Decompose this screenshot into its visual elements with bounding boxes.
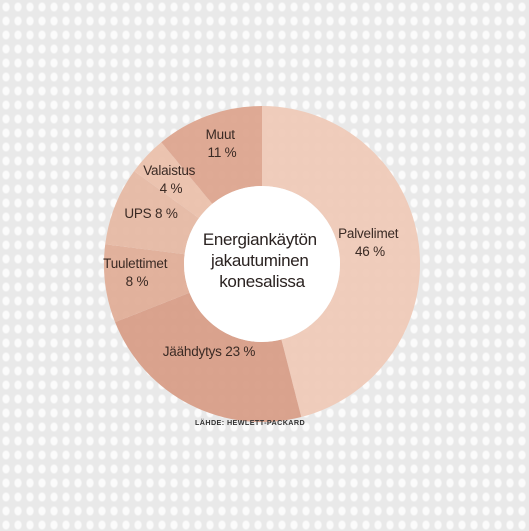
slice-label-jaahdytys-name: Jäähdytys 23 % — [163, 344, 256, 359]
donut-slice-j-hdytys — [115, 292, 302, 422]
donut-hole — [184, 186, 340, 342]
slice-label-palvelimet-name: Palvelimet — [338, 226, 399, 241]
slice-label-valaistus-name: Valaistus — [143, 163, 195, 178]
donut-slice-muut — [161, 106, 262, 204]
slice-label-palvelimet: Palvelimet 46 % — [338, 226, 402, 259]
slice-label-tuulettimet-name: Tuulettimet — [103, 256, 168, 271]
donut-slice-tuulettimet — [104, 244, 190, 323]
slice-label-valaistus: Valaistus 4 % — [143, 163, 199, 196]
source-note: LÄHDE: HEWLETT-PACKARD — [195, 418, 306, 427]
slice-label-ups-name: UPS 8 % — [124, 206, 178, 221]
slice-label-palvelimet-value: 46 % — [355, 244, 385, 259]
donut-slice-valaistus — [134, 142, 213, 219]
chart-title-line-1: Energiankäytön — [203, 230, 317, 249]
slice-label-tuulettimet-value: 8 % — [126, 274, 149, 289]
donut-slice-ups — [105, 171, 199, 255]
slice-label-muut: Muut 11 % — [206, 127, 239, 160]
slice-label-tuulettimet: Tuulettimet 8 % — [103, 256, 171, 289]
chart-title-line-3: konesalissa — [219, 272, 305, 291]
chart-title-line-2: jakautuminen — [210, 251, 309, 270]
slice-label-valaistus-value: 4 % — [160, 181, 183, 196]
slice-label-muut-name: Muut — [206, 127, 236, 142]
chart-title: Energiankäytön jakautuminen konesalissa — [203, 230, 321, 291]
donut-slice-palvelimet — [262, 106, 420, 418]
slice-label-jaahdytys: Jäähdytys 23 % — [163, 344, 256, 359]
donut-slices — [104, 106, 420, 422]
slice-label-muut-value: 11 % — [208, 145, 237, 160]
slice-label-ups: UPS 8 % — [124, 206, 178, 221]
